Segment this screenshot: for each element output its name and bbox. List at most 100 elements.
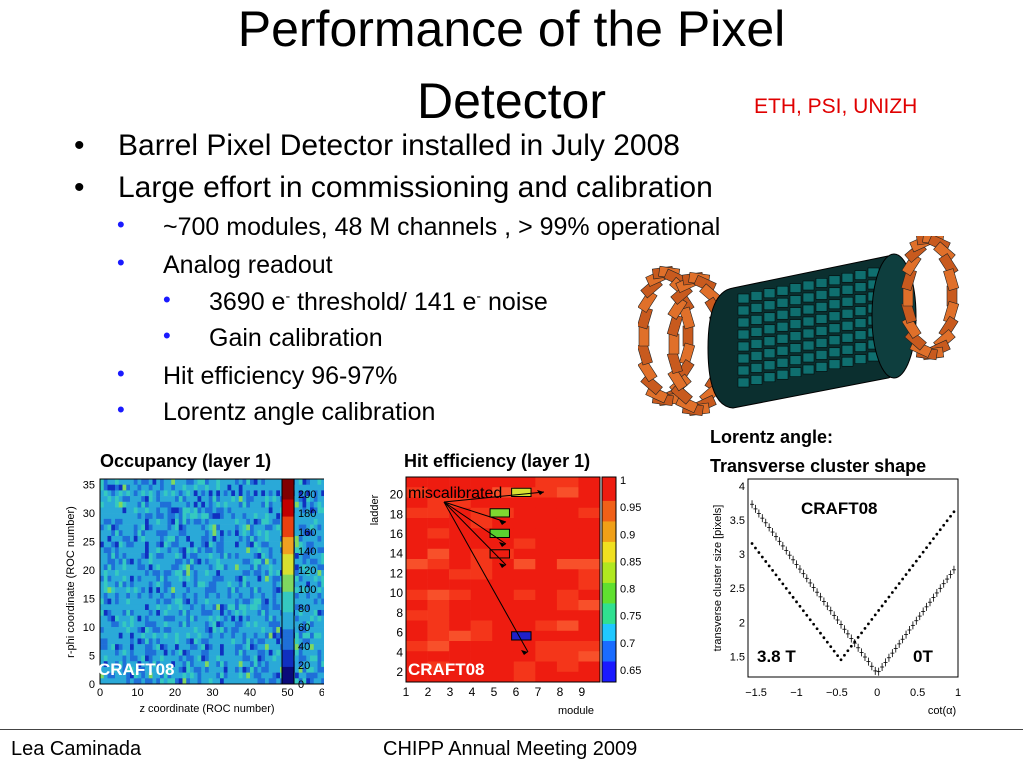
- heatmap-cell: [145, 581, 150, 588]
- heatmap-cell: [302, 575, 307, 582]
- arrow-line: [443, 501, 507, 523]
- heatmap-cell: [295, 581, 300, 588]
- heatmap-cell: [126, 661, 131, 668]
- heatmap-cell: [103, 615, 108, 622]
- heatmap-cell: [171, 672, 176, 679]
- heatmap-cell: [306, 518, 311, 525]
- colorbar-segment: [282, 496, 294, 500]
- heatmap-cell: [145, 484, 150, 491]
- heatmap-cell: [238, 655, 243, 662]
- heatmap-cell: [205, 655, 210, 662]
- heatmap-cell: [238, 598, 243, 605]
- heatmap-cell: [253, 678, 258, 685]
- barrel-module: [802, 352, 815, 363]
- heatmap-cell: [212, 592, 217, 599]
- barrel-module: [763, 360, 776, 371]
- heatmap-cell: [535, 620, 558, 632]
- heatmap-cell: [103, 507, 108, 514]
- heatmap-cell: [235, 609, 240, 616]
- heatmap-cell: [231, 547, 236, 554]
- heatmap-cell: [220, 530, 225, 537]
- colorbar-segment: [602, 538, 616, 543]
- heatmap-cell: [171, 592, 176, 599]
- heatmap-cell: [182, 535, 187, 542]
- heatmap-cell: [261, 553, 266, 560]
- colorbar-segment: [602, 562, 616, 567]
- heatmap-cell: [130, 553, 135, 560]
- heatmap-cell: [265, 666, 270, 673]
- heatmap-cell: [156, 672, 161, 679]
- heatmap-cell: [212, 541, 217, 548]
- colorbar-segment: [282, 673, 294, 678]
- heatmap-cell: [235, 644, 240, 651]
- heatmap-cell: [118, 649, 123, 656]
- heatmap-cell: [253, 655, 258, 662]
- heatmap-cell: [306, 564, 311, 571]
- heatmap-cell: [122, 501, 127, 508]
- data-point-3p8T: [928, 541, 932, 545]
- efficiency-xtick: 4: [469, 685, 476, 699]
- heatmap-cell: [190, 564, 195, 571]
- heatmap-cell: [216, 666, 221, 673]
- heatmap-cell: [265, 649, 270, 656]
- heatmap-cell: [261, 490, 266, 497]
- heatmap-cell: [201, 672, 206, 679]
- heatmap-cell: [238, 553, 243, 560]
- heatmap-cell: [295, 507, 300, 514]
- heatmap-cell: [265, 570, 270, 577]
- heatmap-cell: [148, 513, 153, 520]
- heatmap-cell: [100, 535, 105, 542]
- heatmap-cell: [306, 627, 311, 634]
- heatmap-cell: [186, 609, 191, 616]
- heatmap-cell: [235, 553, 240, 560]
- heatmap-cell: [107, 496, 112, 503]
- heatmap-cell: [261, 666, 266, 673]
- heatmap-cell: [130, 490, 135, 497]
- colorbar-segment: [602, 514, 616, 519]
- heatmap-cell: [167, 615, 172, 622]
- heatmap-cell: [250, 570, 255, 577]
- sub-bullet-3: • Hit efficiency 96-97%: [117, 361, 397, 391]
- heatmap-cell: [298, 644, 303, 651]
- data-point-3p8T: [832, 649, 836, 653]
- heatmap-cell: [306, 666, 311, 673]
- miscalibrated-arrows: [443, 490, 545, 655]
- heatmap-cell: [220, 553, 225, 560]
- heatmap-cell: [182, 513, 187, 520]
- heatmap-cell: [197, 575, 202, 582]
- heatmap-cell: [317, 518, 322, 525]
- heatmap-cell: [126, 575, 131, 582]
- heatmap-cell: [137, 604, 142, 611]
- heatmap-cell: [141, 496, 146, 503]
- heatmap-cell: [302, 644, 307, 651]
- heatmap-cell: [152, 553, 157, 560]
- heatmap-cell: [321, 496, 324, 503]
- heatmap-cell: [141, 609, 146, 616]
- heatmap-cell: [306, 524, 311, 531]
- heatmap-cell: [253, 575, 258, 582]
- heatmap-cell: [130, 518, 135, 525]
- heatmap-cell: [298, 535, 303, 542]
- heatmap-cell: [220, 564, 225, 571]
- barrel-module: [737, 341, 750, 352]
- heatmap-cell: [118, 484, 123, 491]
- heatmap-cell: [175, 644, 180, 651]
- heatmap-cell: [220, 661, 225, 668]
- heatmap-cell: [171, 547, 176, 554]
- occupancy-ztick: 120: [298, 565, 316, 577]
- heatmap-cell: [216, 518, 221, 525]
- data-point-3p8T: [788, 591, 792, 595]
- heatmap-cell: [100, 609, 105, 616]
- heatmap-cell: [208, 484, 213, 491]
- heatmap-cell: [178, 507, 183, 514]
- heatmap-cell: [163, 604, 168, 611]
- heatmap-cell: [306, 496, 311, 503]
- heatmap-cell: [145, 501, 150, 508]
- heatmap-cell: [197, 558, 202, 565]
- heatmap-cell: [201, 609, 206, 616]
- heatmap-cell: [201, 627, 206, 634]
- heatmap-cell: [115, 547, 120, 554]
- heatmap-cell: [295, 575, 300, 582]
- heatmap-cell: [276, 609, 281, 616]
- heatmap-cell: [190, 621, 195, 628]
